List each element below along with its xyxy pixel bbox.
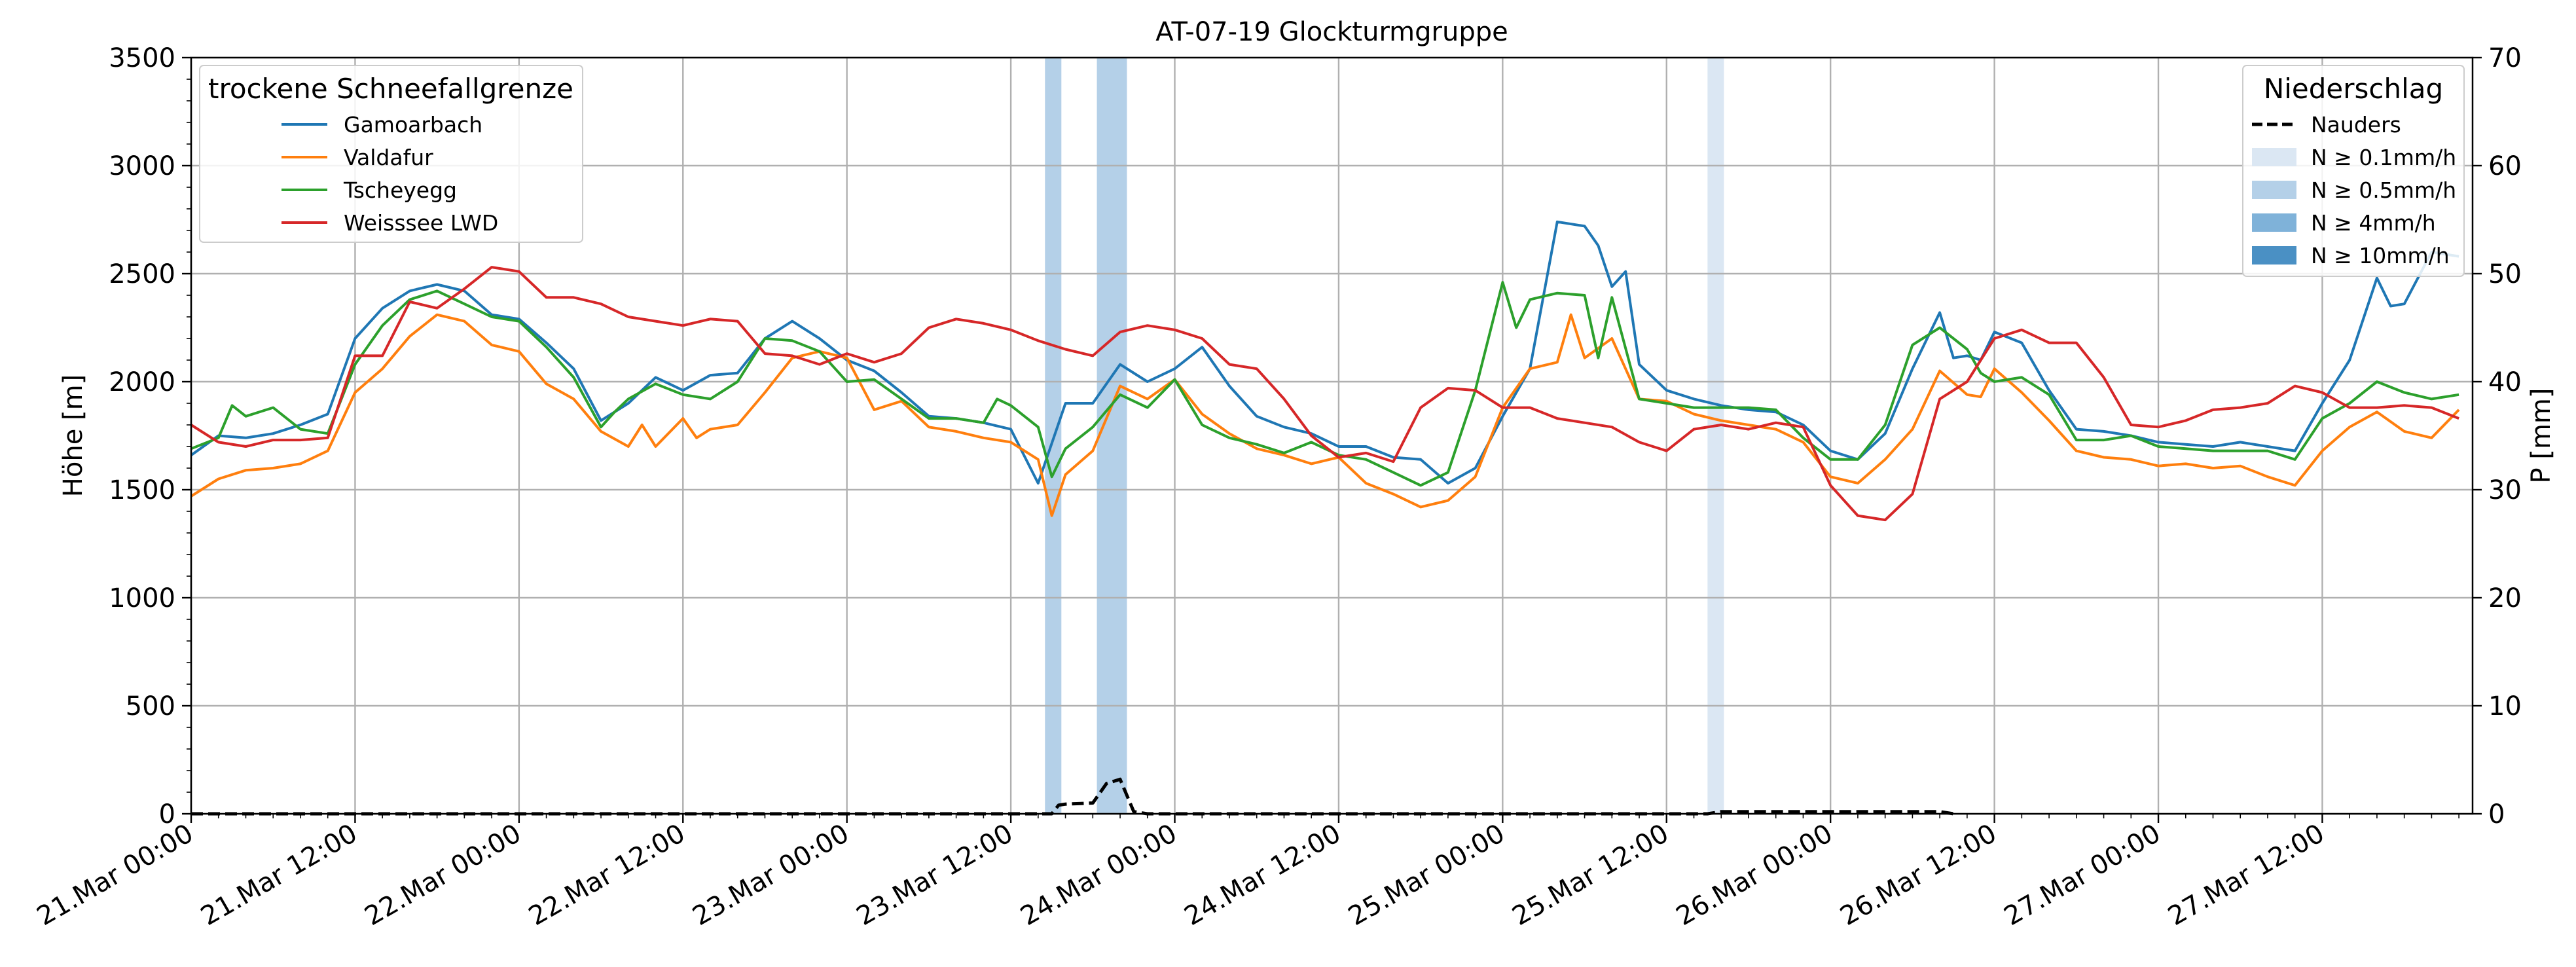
y-left-tick-label-2: 1000 [109,583,175,613]
legend-precipitation-swatch-4 [2252,246,2296,265]
y-right-tick-label-0: 0 [2488,799,2505,830]
legend-precipitation-label-1: N ≥ 0.1mm/h [2311,145,2456,170]
x-tick-label-2: 22.Mar 00:00 [360,818,526,932]
x-tick-label-13: 27.Mar 12:00 [2163,818,2329,932]
legend-precipitation-label-3: N ≥ 4mm/h [2311,210,2436,236]
precip-band-2 [1707,58,1724,814]
series-line-tscheyegg [190,281,2459,487]
y-left-tick-label-0: 0 [159,799,175,830]
x-tick-label-11: 26.Mar 12:00 [1835,818,2001,932]
x-tick-label-6: 24.Mar 00:00 [1015,818,1182,932]
legend-precipitation-swatch-2 [2252,181,2296,199]
y-right-tick-label-3: 30 [2488,475,2522,505]
y-left-tick-label-4: 2000 [109,367,175,397]
x-tick-label-9: 25.Mar 12:00 [1507,818,1673,932]
legend-snowline-label-2: Tscheyegg [343,177,457,203]
y-left-tick-label-6: 3000 [109,151,175,181]
legend-precipitation-box [2242,65,2465,277]
series-lines [190,220,2460,816]
x-tick-label-5: 23.Mar 12:00 [852,818,1018,932]
series-line-valdafur [190,313,2460,517]
x-tick-label-1: 21.Mar 12:00 [196,818,362,932]
series-line-gamoarbach [190,220,2459,485]
y-left-tick-label-1: 500 [126,691,175,721]
legend-precipitation-swatch-3 [2252,213,2296,232]
precipitation-bands [1045,58,1724,814]
series-line-weisssee-lwd [190,266,2459,522]
legend-precipitation-title: Niederschlag [2264,73,2443,105]
legend-precipitation-label-0: Nauders [2311,112,2401,137]
x-tick-label-7: 24.Mar 12:00 [1180,818,1346,932]
y-right-tick-label-6: 60 [2488,151,2522,181]
legend-snowline-label-1: Valdafur [344,145,433,170]
y-right-tick-label-4: 40 [2488,367,2522,397]
y-right-tick-label-7: 70 [2488,43,2522,73]
y-right-tick-label-2: 20 [2488,583,2522,613]
precip-band-1 [1097,58,1127,814]
legend-snowline-label-3: Weisssee LWD [344,210,498,236]
x-tick-label-0: 21.Mar 00:00 [32,818,198,932]
chart-title: AT-07-19 Glockturmgruppe [1155,17,1508,47]
plot-frame [190,56,2474,815]
legend-precipitation-label-2: N ≥ 0.5mm/h [2311,177,2456,203]
legend-snowline-label-0: Gamoarbach [344,112,482,137]
legend-snowline: trockene Schneefallgrenze Gamoarbach Vald… [199,65,583,243]
legend-precipitation-label-4: N ≥ 10mm/h [2311,243,2450,268]
legend-precipitation: Niederschlag Nauders N ≥ 0.1mm/h N ≥ 0.5mm… [2242,65,2465,277]
x-tick-label-12: 27.Mar 00:00 [1999,818,2166,932]
legend-snowline-title: trockene Schneefallgrenze [208,73,573,105]
legend-precipitation-swatch-1 [2252,148,2296,166]
x-tick-label-8: 25.Mar 00:00 [1343,818,1510,932]
y-right-tick-label-5: 50 [2488,259,2522,289]
y-left-tick-label-5: 2500 [109,259,175,289]
legend-snowline-box [199,65,583,243]
series-line-nauders [191,777,1954,816]
y-left-tick-label-7: 3500 [109,43,175,73]
x-tick-label-10: 26.Mar 00:00 [1671,818,1838,932]
y-left-tick-label-3: 1500 [109,475,175,505]
y-right-tick-label-1: 10 [2488,691,2522,721]
y-axis-label-right: P [mm] [2526,388,2556,484]
y-axis-label-left: Höhe [m] [58,374,88,497]
x-tick-label-3: 22.Mar 12:00 [524,818,690,932]
x-tick-label-4: 23.Mar 00:00 [687,818,854,932]
